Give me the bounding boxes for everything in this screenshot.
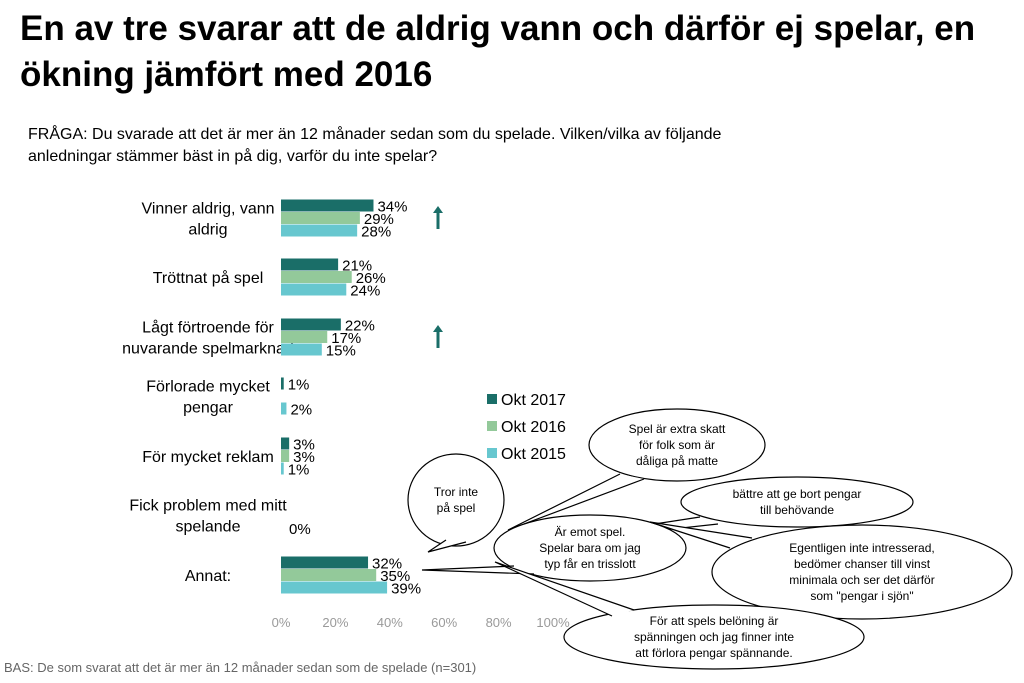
bar: [281, 224, 358, 237]
bar: [281, 331, 328, 343]
category-label: Vinner aldrig, vann: [141, 201, 274, 218]
value-label: 29%: [364, 211, 394, 228]
comment-bubble: För att spels belöning är spänningen och …: [494, 561, 865, 670]
bar: [281, 283, 347, 296]
comment-text: Är emot spel.: [555, 525, 626, 539]
base-note: BAS: De som svarat att det är mer än 12 …: [4, 660, 477, 675]
value-label: 22%: [345, 318, 375, 335]
value-label: 17%: [331, 330, 361, 347]
x-tick-label: 100%: [536, 615, 570, 630]
legend-label: Okt 2015: [501, 446, 566, 463]
comment-text: dåliga på matte: [636, 454, 718, 468]
comment-text: på spel: [437, 501, 476, 515]
comment-bubble: Egentligen inte intresserad, bedömer chan…: [649, 521, 1013, 620]
category-label: spelande: [176, 519, 241, 536]
value-label: 3%: [293, 449, 315, 466]
x-tick-label: 80%: [486, 615, 512, 630]
bar: [281, 258, 339, 271]
bar: [281, 462, 284, 475]
bar: [281, 271, 352, 283]
x-tick-label: 40%: [377, 615, 403, 630]
value-label: 35%: [380, 568, 410, 585]
bar: [281, 377, 284, 390]
value-label: 34%: [377, 199, 407, 216]
x-tick-label: 60%: [431, 615, 457, 630]
comment-text: Spel är extra skatt: [629, 422, 726, 436]
x-tick-label: 0%: [272, 615, 291, 630]
value-label: 26%: [356, 270, 386, 287]
category-label: Lågt förtroende för: [142, 319, 274, 337]
value-label: 3%: [293, 437, 315, 454]
value-label: 15%: [326, 343, 356, 360]
category-label: Annat:: [185, 568, 231, 585]
comment-text: som "pengar i sjön": [810, 589, 913, 603]
value-label: 39%: [391, 581, 421, 598]
value-label: 0%: [289, 521, 311, 538]
increase-arrow-icon: [433, 325, 443, 348]
legend-label: Okt 2016: [501, 419, 566, 436]
value-label: 2%: [290, 402, 312, 419]
legend-swatch: [487, 448, 497, 458]
comment-text: Egentligen inte intresserad,: [789, 541, 934, 555]
question-text: FRÅGA: Du svarade att det är mer än 12 m…: [28, 126, 722, 165]
comment-text: bättre att ge bort pengar: [733, 487, 862, 501]
legend-swatch: [487, 394, 497, 404]
category-label: nuvarande spelmarknad: [122, 341, 294, 358]
legend-swatch: [487, 421, 497, 431]
comment-text: för folk som är: [639, 438, 715, 452]
comment-text: spänningen och jag finner inte: [634, 630, 794, 644]
x-tick-label: 20%: [322, 615, 348, 630]
category-label: Förlorade mycket: [146, 379, 270, 396]
bar: [281, 556, 369, 569]
comment-bubble: Tror inte på spel: [407, 453, 505, 553]
bar: [281, 343, 322, 356]
comment-text: minimala och ser det därför: [789, 573, 934, 587]
bar: [281, 199, 374, 212]
value-label: 1%: [288, 377, 310, 394]
category-label: För mycket reklam: [142, 449, 274, 466]
bar: [281, 581, 388, 594]
bar: [281, 437, 290, 450]
comment-text: till behövande: [760, 503, 834, 517]
value-label: 28%: [361, 224, 391, 241]
category-label: pengar: [183, 400, 233, 417]
legend-label: Okt 2017: [501, 392, 566, 409]
value-label: 1%: [288, 462, 310, 479]
comment-text: bedömer chanser till vinst: [794, 557, 931, 571]
category-label: Tröttnat på spel: [153, 269, 264, 287]
category-label: aldrig: [188, 222, 227, 239]
comment-text: att förlora pengar spännande.: [635, 646, 792, 660]
bar: [281, 569, 377, 581]
bar: [281, 450, 290, 462]
category-label: Fick problem med mitt: [129, 498, 287, 515]
page-title: En av tre svarar att de aldrig vann och …: [20, 9, 976, 94]
value-label: 21%: [342, 258, 372, 275]
bar: [281, 318, 341, 331]
bar: [281, 402, 287, 415]
comment-text: Spelar bara om jag: [539, 541, 640, 555]
comment-text: Tror inte: [434, 485, 479, 499]
comment-text: typ får en trisslott: [544, 557, 636, 571]
comment-text: För att spels belöning är: [650, 614, 779, 628]
bar: [281, 212, 360, 224]
value-label: 24%: [350, 283, 380, 300]
comment-bubble: Spel är extra skatt för folk som är dåliga…: [507, 408, 766, 531]
comment-bubble: Är emot spel. Spelar bara om jag typ får e…: [421, 514, 687, 582]
increase-arrow-icon: [433, 206, 443, 229]
value-label: 32%: [372, 556, 402, 573]
